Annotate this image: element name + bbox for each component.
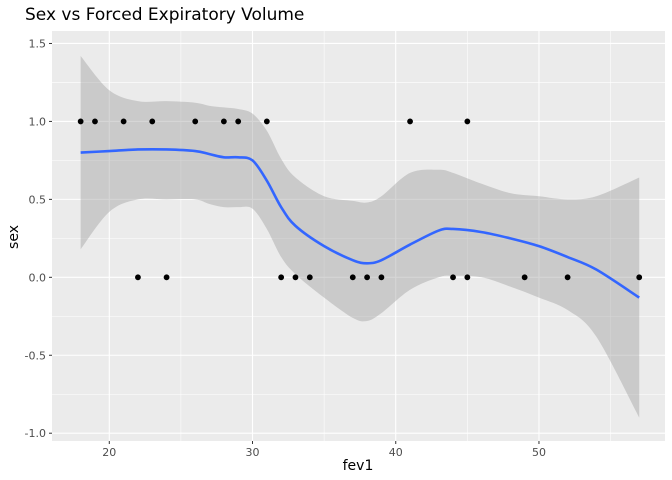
data-point bbox=[263, 118, 270, 125]
y-tick-label: 1.5 bbox=[29, 37, 47, 50]
data-point bbox=[163, 274, 170, 281]
data-point bbox=[306, 274, 313, 281]
data-point bbox=[278, 274, 285, 281]
data-point bbox=[464, 274, 471, 281]
data-point bbox=[149, 118, 156, 125]
y-tick-label: -1.0 bbox=[25, 427, 46, 440]
x-tick-label: 30 bbox=[246, 446, 260, 459]
data-points bbox=[77, 118, 643, 281]
x-axis-title: fev1 bbox=[343, 458, 374, 474]
data-point bbox=[349, 274, 356, 281]
y-tick-label: 1.0 bbox=[29, 115, 47, 128]
data-point bbox=[120, 118, 127, 125]
x-tick-label: 40 bbox=[389, 446, 403, 459]
data-point bbox=[235, 118, 242, 125]
x-axis-ticks: 20 30 40 50 bbox=[102, 441, 546, 459]
chart-title: Sex vs Forced Expiratory Volume bbox=[25, 5, 304, 25]
data-point bbox=[564, 274, 571, 281]
data-point bbox=[77, 118, 84, 125]
x-tick-label: 20 bbox=[102, 446, 116, 459]
data-point bbox=[292, 274, 299, 281]
x-tick-label: 50 bbox=[532, 446, 546, 459]
data-point bbox=[135, 274, 141, 281]
data-point bbox=[378, 274, 385, 281]
data-point bbox=[450, 274, 456, 281]
smooth-trend-line bbox=[80, 147, 640, 299]
data-point bbox=[220, 118, 227, 125]
data-point bbox=[92, 118, 98, 125]
data-point bbox=[192, 118, 199, 125]
y-tick-label: -0.5 bbox=[25, 349, 46, 362]
y-tick-label: 0.5 bbox=[29, 193, 47, 206]
minor-gridlines bbox=[52, 31, 665, 441]
y-tick-label: 0.0 bbox=[29, 271, 47, 284]
data-point bbox=[407, 118, 413, 125]
confidence-band bbox=[80, 55, 640, 418]
data-point bbox=[464, 118, 471, 125]
y-axis-ticks: -1.0 -0.5 0.0 0.5 1.0 1.5 bbox=[25, 37, 52, 440]
data-point bbox=[636, 274, 643, 281]
y-axis-title: sex bbox=[6, 225, 22, 249]
data-point bbox=[521, 274, 528, 281]
plot-panel bbox=[52, 31, 665, 441]
data-point bbox=[364, 274, 370, 281]
